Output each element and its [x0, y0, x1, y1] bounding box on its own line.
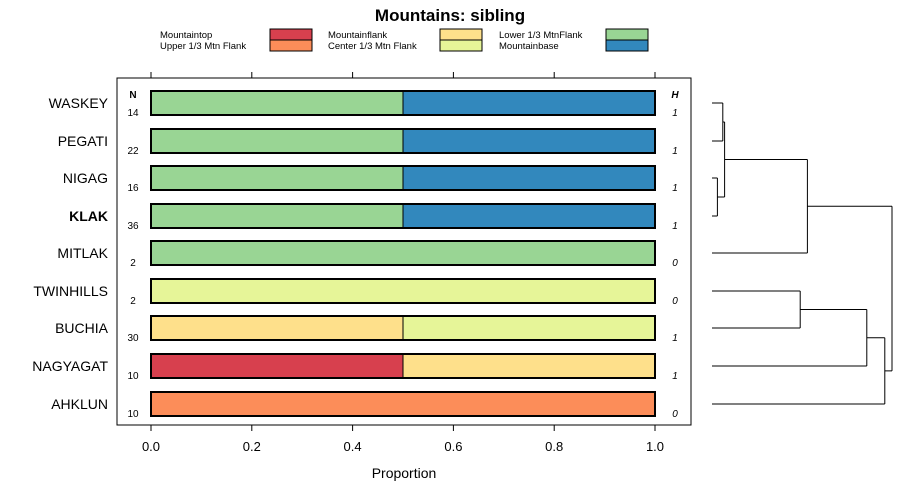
bar-outline	[150, 90, 656, 116]
x-tick-label: 0.2	[243, 439, 261, 454]
x-tick-label: 0.8	[545, 439, 563, 454]
bar-outline	[150, 128, 656, 154]
h-value: 1	[672, 333, 678, 344]
category-label: BUCHIA	[55, 320, 109, 336]
category-label: NAGYAGAT	[32, 358, 108, 374]
legend-swatch	[439, 28, 483, 41]
n-value: 16	[127, 183, 139, 194]
category-label: TWINHILLS	[33, 283, 108, 299]
bar-segment	[150, 353, 404, 379]
legend-label: Mountainflank	[328, 30, 387, 41]
legend-swatch	[605, 28, 649, 41]
bar-segment	[402, 90, 656, 116]
n-value: 10	[127, 409, 139, 420]
legend-label: Mountaintop	[160, 30, 212, 41]
category-label: PEGATI	[58, 133, 108, 149]
n-value: 30	[127, 333, 139, 344]
h-value: 1	[672, 371, 678, 382]
bar-segment	[402, 165, 656, 191]
legend-swatch	[269, 28, 313, 41]
category-label: AHKLUN	[51, 396, 108, 412]
legend-swatch	[269, 39, 313, 52]
bar-segment	[150, 315, 404, 341]
legend-swatch	[439, 39, 483, 52]
h-value: 1	[672, 146, 678, 157]
bar-outline	[150, 240, 656, 266]
h-column-header: H	[671, 90, 679, 101]
bar-outline	[150, 165, 656, 191]
bar-segment	[402, 353, 656, 379]
n-column-header: N	[129, 90, 136, 101]
h-value: 0	[672, 296, 678, 307]
n-value: 2	[130, 296, 136, 307]
legend-label: Mountainbase	[499, 41, 559, 52]
h-value: 0	[672, 258, 678, 269]
legend-label: Upper 1/3 Mtn Flank	[160, 41, 246, 52]
chart-title: Mountains: sibling	[375, 6, 525, 25]
bar-outline	[150, 315, 656, 341]
bar-segment	[150, 278, 656, 304]
x-axis: 0.0 0.2 0.4 0.6 0.8 1.0	[142, 72, 664, 454]
bar-outline	[150, 278, 656, 304]
bar-segment	[402, 203, 656, 229]
h-value: 1	[672, 108, 678, 119]
bar-segment	[150, 165, 404, 191]
bar-segment	[402, 315, 656, 341]
h-value: 1	[672, 221, 678, 232]
bar-outline	[150, 391, 656, 417]
x-axis-label: Proportion	[372, 465, 437, 481]
h-value: 1	[672, 183, 678, 194]
category-label: KLAK	[69, 208, 108, 224]
bar-segment	[402, 128, 656, 154]
bar-segment	[150, 90, 404, 116]
x-tick-label: 1.0	[646, 439, 664, 454]
n-value: 22	[127, 146, 139, 157]
bar-segment	[150, 391, 656, 417]
n-value: 10	[127, 371, 139, 382]
category-label: WASKEY	[49, 95, 109, 111]
dendrogram	[712, 102, 893, 405]
category-label: MITLAK	[57, 245, 108, 261]
x-tick-label: 0.0	[142, 439, 160, 454]
bar-segment	[150, 128, 404, 154]
bar-segment	[150, 240, 656, 266]
legend-swatch	[605, 39, 649, 52]
n-value: 2	[130, 258, 136, 269]
legend-label: Lower 1/3 MtnFlank	[499, 30, 583, 41]
bar-outline	[150, 203, 656, 229]
bar-outline	[150, 353, 656, 379]
n-value: 14	[127, 108, 139, 119]
bar-segment	[150, 203, 404, 229]
legend-label: Center 1/3 Mtn Flank	[328, 41, 417, 52]
x-tick-label: 0.4	[344, 439, 362, 454]
plot-frame	[116, 77, 692, 426]
x-tick-label: 0.6	[444, 439, 462, 454]
n-value: 36	[127, 221, 139, 232]
h-value: 0	[672, 409, 678, 420]
category-label: NIGAG	[63, 170, 108, 186]
